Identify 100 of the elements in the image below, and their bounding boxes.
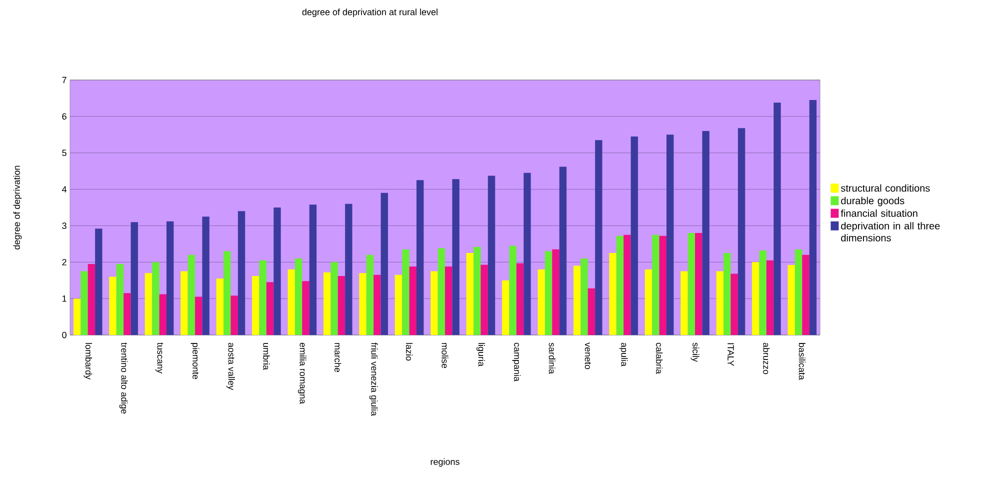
bar bbox=[124, 293, 131, 335]
bar bbox=[759, 250, 766, 335]
x-tick-label: piemonte bbox=[190, 343, 200, 380]
x-tick-label: ITALY bbox=[728, 343, 734, 366]
bar bbox=[216, 278, 224, 335]
bar bbox=[323, 272, 331, 335]
bar bbox=[466, 253, 474, 335]
bar bbox=[109, 276, 116, 335]
bar bbox=[309, 204, 317, 335]
bar bbox=[116, 264, 124, 335]
bar bbox=[202, 216, 210, 335]
bar bbox=[766, 260, 774, 335]
bar bbox=[474, 246, 481, 335]
x-tick-label: apulia bbox=[619, 342, 628, 366]
bar bbox=[809, 100, 817, 335]
bar bbox=[509, 246, 516, 335]
x-tick-label: aosta valley bbox=[226, 342, 235, 390]
x-tick-label: marche bbox=[334, 343, 342, 372]
y-axis-title: degree of deprivation bbox=[13, 166, 22, 250]
bar bbox=[559, 166, 567, 335]
bar bbox=[259, 260, 266, 335]
y-tick-label: 6 bbox=[62, 113, 66, 120]
bar bbox=[294, 258, 302, 335]
bar bbox=[402, 249, 410, 335]
bar bbox=[695, 233, 702, 335]
x-tick-label: tuscany bbox=[155, 342, 164, 374]
bar bbox=[516, 263, 524, 335]
bar bbox=[595, 140, 602, 335]
bar bbox=[552, 249, 560, 335]
bar bbox=[702, 131, 710, 335]
bar bbox=[359, 273, 366, 335]
bar bbox=[274, 208, 281, 335]
bar bbox=[488, 176, 496, 335]
bar bbox=[524, 172, 531, 335]
bar bbox=[416, 180, 424, 335]
bar bbox=[774, 102, 781, 335]
bar bbox=[652, 234, 660, 335]
bar bbox=[330, 262, 338, 335]
bar bbox=[238, 211, 246, 335]
bar bbox=[88, 264, 96, 335]
bar bbox=[152, 262, 160, 335]
x-tick-label: sicily bbox=[690, 342, 700, 362]
bar bbox=[624, 234, 631, 335]
bar bbox=[573, 266, 581, 335]
bar bbox=[788, 265, 795, 335]
y-tick-label: 5 bbox=[62, 150, 66, 156]
bar bbox=[538, 269, 545, 335]
x-tick-label: molise bbox=[442, 343, 448, 368]
bar bbox=[716, 271, 724, 335]
bar bbox=[345, 204, 352, 335]
legend-label: durable goods bbox=[841, 196, 904, 206]
bar bbox=[580, 258, 588, 335]
bar bbox=[159, 294, 166, 335]
bar bbox=[80, 271, 88, 335]
x-tick-label: lazio bbox=[406, 343, 413, 361]
x-tick-label: sardinia bbox=[548, 342, 556, 374]
bar bbox=[752, 262, 760, 335]
bar bbox=[130, 222, 138, 335]
bar bbox=[144, 273, 152, 335]
bar bbox=[644, 269, 652, 335]
x-tick-label: calabria bbox=[656, 342, 663, 374]
bar bbox=[95, 228, 102, 335]
bar bbox=[266, 282, 274, 335]
bar bbox=[73, 298, 81, 335]
bar bbox=[438, 248, 446, 335]
bar bbox=[338, 276, 346, 335]
bar bbox=[666, 134, 674, 335]
x-tick-label: lombardy bbox=[84, 343, 92, 380]
bar bbox=[544, 251, 552, 335]
x-tick-label: trentino alto adige bbox=[119, 342, 128, 414]
bar bbox=[730, 274, 738, 335]
bar bbox=[366, 254, 374, 335]
bar bbox=[195, 296, 202, 335]
bar bbox=[409, 266, 416, 335]
bar bbox=[380, 192, 388, 335]
x-tick-label: emilia romagna bbox=[298, 342, 306, 404]
bar bbox=[616, 236, 624, 335]
y-tick-label: 0 bbox=[62, 332, 66, 338]
y-tick-label: 7 bbox=[62, 76, 66, 84]
bar bbox=[630, 136, 638, 335]
y-tick-label: 3 bbox=[62, 222, 66, 229]
bar bbox=[609, 253, 616, 335]
legend-label: structural conditions bbox=[840, 184, 930, 192]
bar bbox=[288, 269, 295, 335]
bar bbox=[374, 274, 381, 335]
x-tick-label: friuli venezia giulia bbox=[369, 342, 378, 416]
bar bbox=[688, 233, 696, 335]
bar bbox=[738, 128, 746, 335]
x-tick-label: abruzzo bbox=[763, 342, 770, 374]
bar bbox=[794, 249, 802, 335]
legend-label: financial situation bbox=[840, 209, 918, 217]
chart-title: degree of deprivation at rural level bbox=[302, 8, 438, 18]
x-axis-title: regions bbox=[430, 458, 460, 467]
legend-label: deprivation in all three dimensions bbox=[841, 222, 940, 242]
bar bbox=[502, 280, 510, 335]
x-tick-label: campania bbox=[512, 342, 521, 382]
bar bbox=[188, 254, 196, 335]
y-tick-label: 4 bbox=[62, 186, 67, 192]
bar bbox=[302, 281, 310, 335]
x-tick-label: basilicata bbox=[798, 343, 806, 380]
